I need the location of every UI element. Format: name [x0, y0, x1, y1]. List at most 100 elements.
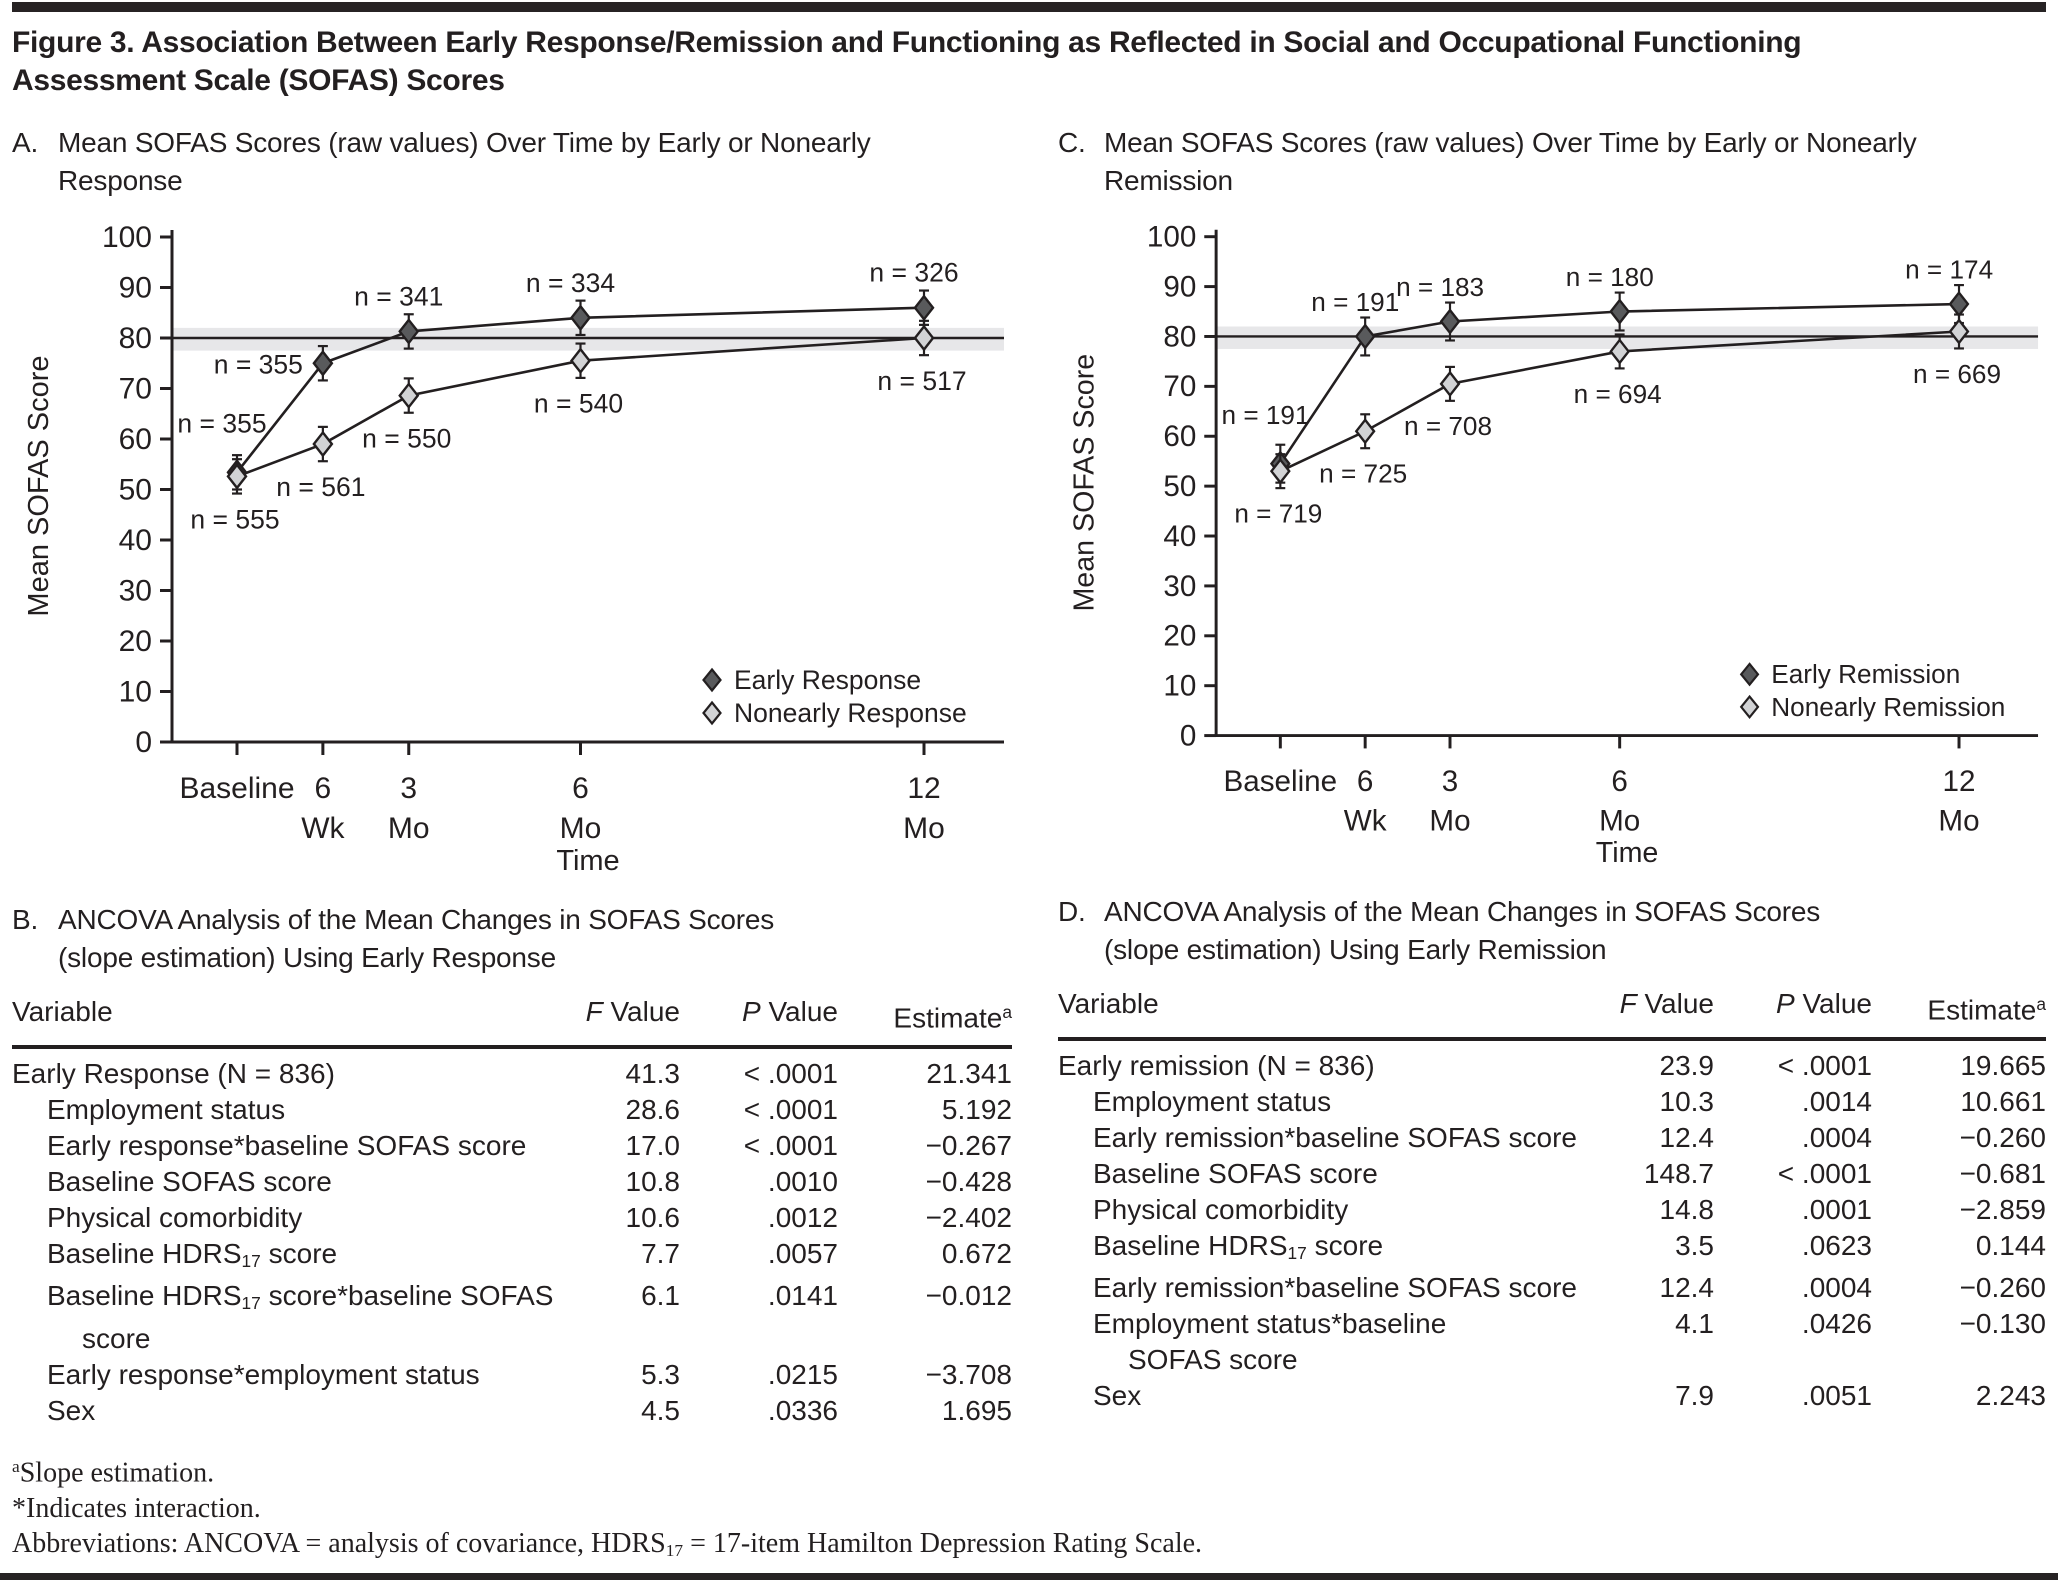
estimate: 5.192	[941, 1093, 1012, 1125]
data-point-marker	[1269, 457, 1291, 485]
f-value: 12.4	[1659, 1121, 1715, 1153]
f-value: 7.7	[641, 1237, 680, 1269]
p-value: .0004	[1801, 1121, 1872, 1153]
svg-text:30: 30	[1163, 570, 1196, 603]
panel-b-heading: B. ANCOVA Analysis of the Mean Changes i…	[12, 901, 1012, 977]
svg-text:Mo: Mo	[560, 812, 602, 845]
column-header: P Value	[741, 996, 838, 1027]
ancova-table-B: Variable F Value P Value Estimatea Early Res…	[12, 995, 1012, 1429]
legend-marker-icon	[1739, 694, 1760, 720]
data-point-marker	[312, 349, 334, 377]
n-label: n = 694	[1574, 379, 1662, 409]
svg-text:10: 10	[1163, 670, 1196, 703]
svg-text:Mo: Mo	[1938, 804, 1979, 837]
svg-text:Mo: Mo	[903, 812, 945, 845]
row-variable: Employment status*baseline SOFAS score	[1093, 1308, 1447, 1376]
row-variable: Physical comorbidity	[1093, 1193, 1349, 1225]
data-point-marker	[569, 347, 592, 375]
svg-text:6: 6	[1357, 765, 1373, 798]
svg-text:40: 40	[119, 524, 152, 557]
n-label: n = 555	[190, 504, 279, 534]
svg-text:50: 50	[1163, 470, 1196, 503]
axes	[170, 230, 1004, 744]
left-column: A. Mean SOFAS Scores (raw values) Over T…	[12, 124, 1012, 1429]
p-value: .0010	[767, 1165, 838, 1197]
svg-text:Wk: Wk	[301, 812, 345, 845]
svg-text:90: 90	[119, 272, 152, 305]
y-axis-title: Mean SOFAS Score	[23, 355, 55, 616]
n-label: n = 180	[1566, 262, 1654, 292]
f-value: 148.7	[1643, 1157, 1714, 1189]
data-point-marker	[569, 304, 592, 332]
svg-text:Baseline: Baseline	[1224, 765, 1338, 798]
row-variable: Sex	[1093, 1380, 1142, 1412]
y-axis-ticks: 0 10 20 30 40 50 60 70 80 90 100	[1147, 221, 1217, 752]
data-point-marker	[1609, 338, 1631, 365]
ancova-table-D: Variable F Value P Value Estimatea Early rem…	[1058, 987, 2046, 1414]
row-variable: Sex	[47, 1395, 96, 1427]
legend-label: Early Remission	[1771, 659, 1960, 689]
row-variable: Early remission*baseline SOFAS score	[1093, 1272, 1577, 1304]
legend-marker-icon	[1739, 662, 1760, 687]
svg-text:6: 6	[572, 772, 589, 805]
sofas-line-chart-C: 0 10 20 30 40 50 60 70 80 90 100 Baseline 6 Wk 3 Mo 6 Mo 1…	[1069, 221, 2039, 869]
svg-text:70: 70	[1163, 370, 1196, 403]
column-header: F Value	[1619, 988, 1714, 1019]
estimate: −2.402	[925, 1201, 1012, 1233]
panel-d-heading: D. ANCOVA Analysis of the Mean Changes i…	[1058, 893, 2046, 969]
svg-text:80: 80	[1163, 320, 1196, 353]
column-header: F Value	[585, 996, 680, 1027]
table-b: Variable F Value P Value Estimatea Early Res…	[12, 995, 1012, 1429]
data-point-marker	[1609, 298, 1631, 325]
svg-text:20: 20	[119, 625, 152, 658]
footnote-line: *Indicates interaction.	[12, 1492, 261, 1524]
data-point-marker	[913, 294, 935, 322]
svg-text:0: 0	[135, 726, 152, 759]
legend-marker-icon	[702, 667, 722, 693]
estimate: 2.243	[1975, 1380, 2046, 1412]
estimate: 21.341	[926, 1057, 1012, 1089]
data-point-marker	[398, 317, 420, 345]
svg-text:Mo: Mo	[388, 812, 430, 845]
chart-a: 0 10 20 30 40 50 60 70 80 90 100 Baseline 6 Wk 3 Mo 6 Mo 1…	[12, 212, 1012, 877]
p-value: .0012	[767, 1201, 838, 1233]
p-value: < .0001	[743, 1093, 838, 1125]
data-point-marker	[913, 324, 935, 352]
svg-text:50: 50	[119, 474, 152, 507]
f-value: 5.3	[641, 1359, 680, 1391]
estimate: −3.708	[925, 1359, 1012, 1391]
n-label: n = 326	[869, 258, 958, 288]
panel-columns: A. Mean SOFAS Scores (raw values) Over T…	[12, 124, 2046, 1429]
row-variable: Early remission*baseline SOFAS score	[1093, 1121, 1577, 1153]
estimate: 10.661	[1960, 1085, 2046, 1117]
p-value: .0215	[767, 1359, 838, 1391]
p-value: .0336	[767, 1395, 838, 1427]
bottom-rule	[0, 1573, 2058, 1580]
y-axis-ticks: 0 10 20 30 40 50 60 70 80 90 100	[102, 221, 172, 759]
f-value: 10.3	[1659, 1085, 1715, 1117]
data-point-marker	[1948, 318, 1970, 345]
footnote-line: aSlope estimation.	[12, 1457, 215, 1489]
column-header: Estimatea	[893, 1002, 1012, 1034]
n-label: n = 550	[362, 424, 451, 454]
n-label: n = 191	[1222, 400, 1310, 430]
row-variable: Early response*employment status	[47, 1359, 480, 1391]
n-label: n = 708	[1404, 411, 1492, 441]
panel-a-heading: A. Mean SOFAS Scores (raw values) Over T…	[12, 124, 1012, 200]
data-point-marker	[1948, 290, 1970, 318]
estimate: 0.672	[941, 1237, 1012, 1269]
figure-title: Figure 3. Association Between Early Resp…	[12, 26, 1802, 97]
f-value: 3.5	[1675, 1229, 1714, 1261]
svg-text:Mo: Mo	[1599, 804, 1640, 837]
f-value: 14.8	[1659, 1193, 1715, 1225]
panel-a-title: Mean SOFAS Scores (raw values) Over Time…	[58, 127, 871, 196]
estimate: −2.859	[1959, 1193, 2046, 1225]
n-label: n = 334	[526, 268, 615, 298]
row-variable: Baseline SOFAS score	[47, 1165, 332, 1197]
x-axis-title: Time	[556, 845, 619, 872]
svg-text:12: 12	[907, 772, 940, 805]
f-value: 41.3	[625, 1057, 681, 1089]
estimate: −0.267	[925, 1129, 1012, 1161]
table-d: Variable F Value P Value Estimatea Early rem…	[1058, 987, 2046, 1414]
